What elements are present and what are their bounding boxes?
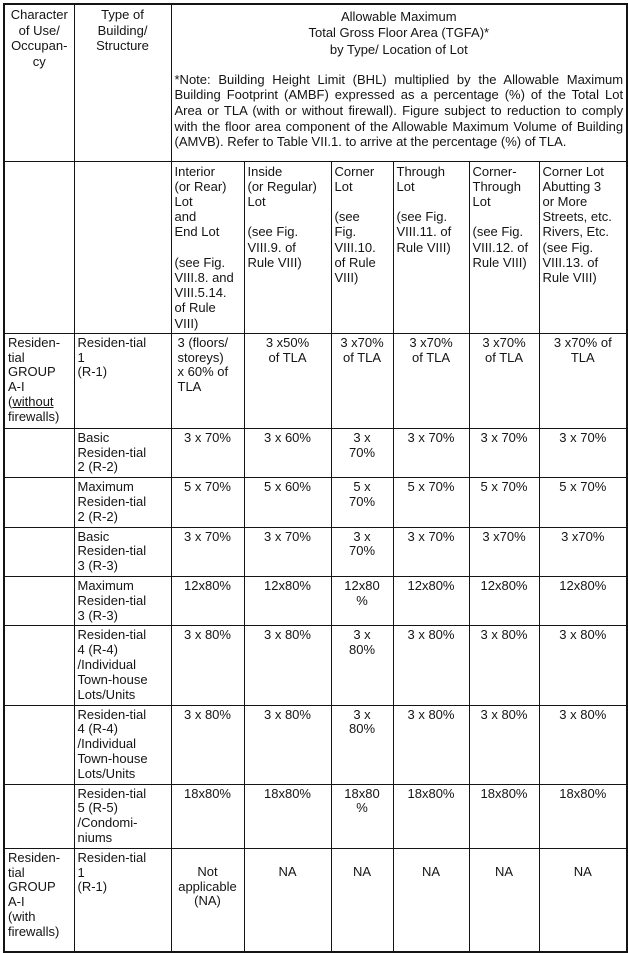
value-cell: 5 x 70% bbox=[170, 477, 245, 528]
value-cell: 3 x70% of TLA bbox=[538, 332, 628, 429]
value-cell: 3 x 80% bbox=[538, 625, 628, 706]
group-cell: Residen- tial GROUP A-I (with firewalls) bbox=[3, 847, 75, 953]
value-cell: 18x80% bbox=[243, 783, 332, 849]
tgfa-header-cell: Allowable Maximum Total Gross Floor Area… bbox=[170, 3, 628, 162]
value-cell: 18x80% bbox=[538, 783, 628, 849]
tgfa-table: Character of Use/ Occupan- cy Type of Bu… bbox=[3, 3, 628, 953]
tgfa-title: Allowable Maximum Total Gross Floor Area… bbox=[308, 9, 490, 57]
type-cell: Basic Residen-tial 3 (R-3) bbox=[73, 526, 172, 578]
value-cell: 5 x 70% bbox=[468, 477, 540, 528]
value-cell: 3 x 70% bbox=[392, 427, 470, 479]
value-cell: NA bbox=[538, 847, 628, 953]
value-cell: 12x80% bbox=[170, 576, 245, 627]
value-cell: 3 x 70% bbox=[243, 526, 332, 578]
value-cell: 5 x 60% bbox=[243, 477, 332, 528]
value-cell: 3 x 80% bbox=[170, 704, 245, 785]
value-cell: 3 (floors/ storeys) x 60% of TLA bbox=[170, 332, 245, 429]
table-row: Basic Residen-tial 3 (R-3) 3 x 70% 3 x 7… bbox=[3, 526, 628, 578]
lot-type-header-corner-abutting: Corner Lot Abutting 3 or More Streets, e… bbox=[538, 160, 628, 334]
type-cell: Maximum Residen-tial 3 (R-3) bbox=[73, 576, 172, 627]
value-cell: 3 x 80% bbox=[392, 625, 470, 706]
value-cell: 3 x 60% bbox=[243, 427, 332, 479]
type-cell: Maximum Residen-tial 2 (R-2) bbox=[73, 477, 172, 528]
value-cell: 3 x 80% bbox=[468, 704, 540, 785]
table-row: Residen-tial 4 (R-4) /Individual Town-ho… bbox=[3, 704, 628, 785]
table-row: Basic Residen-tial 2 (R-2) 3 x 70% 3 x 6… bbox=[3, 427, 628, 479]
value-cell: 3 x 80% bbox=[330, 625, 394, 706]
value-cell: 3 x50% of TLA bbox=[243, 332, 332, 429]
value-cell: 12x80% bbox=[243, 576, 332, 627]
value-cell: NA bbox=[468, 847, 540, 953]
value-cell: 3 x 70% bbox=[392, 526, 470, 578]
group-cell bbox=[3, 783, 75, 849]
underlined-word: without bbox=[12, 393, 54, 409]
type-cell: Basic Residen-tial 2 (R-2) bbox=[73, 427, 172, 479]
value-cell: 3 x 80% bbox=[468, 625, 540, 706]
value-cell: 12x80% bbox=[468, 576, 540, 627]
value-cell: 5 x 70% bbox=[392, 477, 470, 528]
value-cell: NA bbox=[392, 847, 470, 953]
table-row: Maximum Residen-tial 3 (R-3) 12x80% 12x8… bbox=[3, 576, 628, 627]
value-cell: 3 x70% of TLA bbox=[392, 332, 470, 429]
value-cell: 3 x 70% bbox=[170, 526, 245, 578]
table-row: Residen- tial GROUP A-I (with firewalls)… bbox=[3, 847, 628, 953]
group-cell bbox=[3, 526, 75, 578]
value-cell: 3 x 80% bbox=[392, 704, 470, 785]
value-cell: 3 x 70% bbox=[330, 427, 394, 479]
value-cell: 3 x 70% bbox=[538, 427, 628, 479]
table-row: Residen-tial 4 (R-4) /Individual Town-ho… bbox=[3, 625, 628, 706]
value-cell: 3 x70% of TLA bbox=[330, 332, 394, 429]
table-row: Residen- tial GROUP A-I (without firewal… bbox=[3, 332, 628, 429]
empty-cell bbox=[73, 160, 172, 334]
value-cell: 3 x70% bbox=[538, 526, 628, 578]
group-cell bbox=[3, 427, 75, 479]
value-cell: 3 x 80% bbox=[243, 625, 332, 706]
type-cell: Residen-tial 4 (R-4) /Individual Town-ho… bbox=[73, 625, 172, 706]
lot-type-header-corner-through: Corner- Through Lot (see Fig. VIII.12. o… bbox=[468, 160, 540, 334]
group-cell bbox=[3, 704, 75, 785]
header-row-lot-types: Interior (or Rear) Lot and End Lot (see … bbox=[3, 160, 628, 334]
value-cell: 5 x 70% bbox=[330, 477, 394, 528]
group-cell bbox=[3, 576, 75, 627]
value-cell: 3 x 80% bbox=[243, 704, 332, 785]
type-cell: Residen-tial 4 (R-4) /Individual Town-ho… bbox=[73, 704, 172, 785]
lot-type-header-through: Through Lot (see Fig. VIII.11. of Rule V… bbox=[392, 160, 470, 334]
value-cell: 12x80% bbox=[538, 576, 628, 627]
value-cell: 18x80% bbox=[392, 783, 470, 849]
value-cell: 3 x70% bbox=[468, 526, 540, 578]
group-cell bbox=[3, 477, 75, 528]
type-col-header: Type of Building/ Structure bbox=[73, 3, 172, 162]
value-cell: 12x80 % bbox=[330, 576, 394, 627]
value-cell: 3 x 70% bbox=[170, 427, 245, 479]
value-cell: 3 x 70% bbox=[468, 427, 540, 479]
group-cell bbox=[3, 625, 75, 706]
value-cell: NA bbox=[243, 847, 332, 953]
lot-type-header-interior: Interior (or Rear) Lot and End Lot (see … bbox=[170, 160, 245, 334]
lot-type-header-corner: Corner Lot (see Fig. VIII.10. of Rule VI… bbox=[330, 160, 394, 334]
table-row: Maximum Residen-tial 2 (R-2) 5 x 70% 5 x… bbox=[3, 477, 628, 528]
value-cell: 18x80% bbox=[468, 783, 540, 849]
value-cell: 3 x70% of TLA bbox=[468, 332, 540, 429]
value-cell: 3 x 70% bbox=[330, 526, 394, 578]
document-page: Character of Use/ Occupan- cy Type of Bu… bbox=[3, 3, 628, 953]
header-row-main: Character of Use/ Occupan- cy Type of Bu… bbox=[3, 3, 628, 162]
value-cell: 3 x 80% bbox=[330, 704, 394, 785]
value-cell: 5 x 70% bbox=[538, 477, 628, 528]
value-cell: Not applicable (NA) bbox=[170, 847, 245, 953]
empty-cell bbox=[3, 160, 75, 334]
lot-type-header-inside: Inside (or Regular) Lot (see Fig. VIII.9… bbox=[243, 160, 332, 334]
value-cell: NA bbox=[330, 847, 394, 953]
type-cell: Residen-tial 5 (R-5) /Condomi- niums bbox=[73, 783, 172, 849]
type-cell: Residen-tial 1 (R-1) bbox=[73, 332, 172, 429]
value-cell: 3 x 80% bbox=[538, 704, 628, 785]
group-cell: Residen- tial GROUP A-I (without firewal… bbox=[3, 332, 75, 429]
table-row: Residen-tial 5 (R-5) /Condomi- niums 18x… bbox=[3, 783, 628, 849]
value-cell: 18x80 % bbox=[330, 783, 394, 849]
tgfa-note: *Note: Building Height Limit (BHL) multi… bbox=[174, 71, 624, 150]
value-cell: 18x80% bbox=[170, 783, 245, 849]
value-cell: 3 x 80% bbox=[170, 625, 245, 706]
character-col-header: Character of Use/ Occupan- cy bbox=[3, 3, 75, 162]
value-cell: 12x80% bbox=[392, 576, 470, 627]
type-cell: Residen-tial 1 (R-1) bbox=[73, 847, 172, 953]
